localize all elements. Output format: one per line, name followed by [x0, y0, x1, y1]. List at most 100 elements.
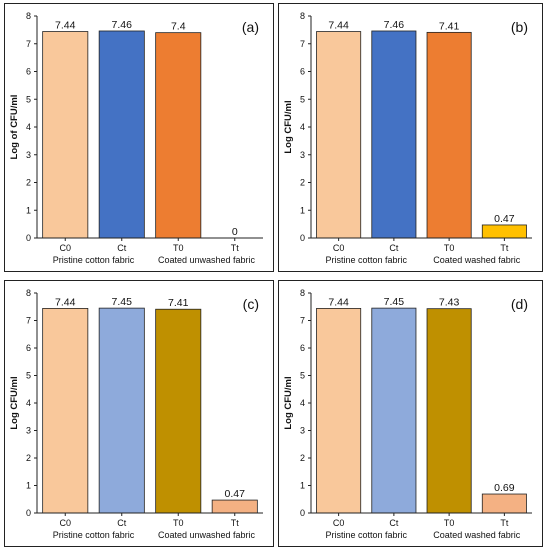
- y-tick-label: 3: [300, 150, 305, 160]
- y-tick-label: 7: [300, 316, 305, 326]
- y-axis-label: Log CFU/ml: [283, 100, 294, 153]
- chart-panel-a: 0 1 2 3 4 5 6 7 8 Log of CFU/ml 7.44 C0 7.46 Ct 7.4 T0 0…: [4, 3, 274, 272]
- bar-t0: [426, 31, 472, 239]
- y-tick-label: 8: [300, 11, 305, 21]
- bar-chart-b: 0 1 2 3 4 5 6 7 8 Log CFU/ml 7.44 C0 7.46 Ct 7.41 T0 0.4…: [283, 11, 532, 265]
- bar-value-label: 0.69: [494, 482, 515, 494]
- x-tick-label: Ct: [389, 518, 398, 528]
- y-tick-label: 4: [26, 398, 31, 408]
- bar-t0: [155, 32, 202, 239]
- chart-panel-c: 0 1 2 3 4 5 6 7 8 Log CFU/ml 7.44 C0 7.45 Ct 7.41 T0 0.4…: [4, 280, 274, 547]
- y-tick-label: 5: [300, 371, 305, 381]
- x-tick-label: Tt: [231, 243, 239, 253]
- bar-value-label: 7.44: [328, 20, 349, 32]
- bar-value-label: 7.45: [112, 296, 133, 308]
- bar-value-label: 7.44: [55, 296, 76, 308]
- y-tick-label: 6: [300, 67, 305, 77]
- bar-value-label: 7.41: [168, 297, 189, 309]
- group-label: Pristine cotton fabric: [325, 530, 407, 540]
- x-tick-label: Tt: [500, 518, 508, 528]
- y-tick-label: 0: [300, 508, 305, 518]
- bar-ct: [98, 307, 145, 514]
- bar-chart-c: 0 1 2 3 4 5 6 7 8 Log CFU/ml 7.44 C0 7.45 Ct 7.41 T0 0.4…: [9, 288, 263, 540]
- x-tick-label: Tt: [231, 518, 239, 528]
- x-tick-label: T0: [444, 518, 455, 528]
- y-tick-label: 6: [26, 67, 31, 77]
- y-tick-label: 4: [300, 122, 305, 132]
- bar-tt: [211, 499, 258, 514]
- panel-label: (d): [511, 296, 528, 312]
- bar-c0: [316, 31, 362, 239]
- x-tick-label: C0: [333, 243, 345, 253]
- bar-chart-d: 0 1 2 3 4 5 6 7 8 Log CFU/ml 7.44 C0 7.45 Ct 7.43 T0 0.6…: [283, 288, 532, 540]
- bar-c0: [42, 31, 89, 239]
- panel-label: (c): [243, 296, 259, 312]
- group-label: Coated washed fabric: [433, 255, 521, 265]
- bar-c0: [316, 307, 362, 514]
- x-tick-label: Ct: [117, 518, 126, 528]
- y-tick-label: 0: [26, 508, 31, 518]
- y-tick-label: 1: [300, 481, 305, 491]
- bar-t0: [426, 308, 472, 514]
- bar-value-label: 7.41: [439, 20, 460, 32]
- bar-value-label: 7.44: [328, 296, 349, 308]
- y-tick-label: 3: [26, 426, 31, 436]
- x-tick-label: Ct: [389, 243, 398, 253]
- bar-c0: [42, 307, 89, 514]
- group-label: Pristine cotton fabric: [325, 255, 407, 265]
- x-tick-label: T0: [173, 243, 184, 253]
- bar-value-label: 7.44: [55, 20, 76, 32]
- y-tick-label: 2: [300, 453, 305, 463]
- group-label: Coated unwashed fabric: [158, 530, 256, 540]
- bar-value-label: 7.46: [112, 19, 133, 31]
- bar-value-label: 7.45: [384, 296, 405, 308]
- x-tick-label: C0: [59, 243, 71, 253]
- y-tick-label: 7: [300, 39, 305, 49]
- y-tick-label: 1: [300, 205, 305, 215]
- bar-value-label: 0: [232, 226, 238, 238]
- y-tick-label: 8: [26, 288, 31, 298]
- y-tick-label: 4: [300, 398, 305, 408]
- y-tick-label: 5: [26, 94, 31, 104]
- y-tick-label: 2: [26, 178, 31, 188]
- y-tick-label: 2: [300, 178, 305, 188]
- y-tick-label: 3: [26, 150, 31, 160]
- y-tick-label: 1: [26, 481, 31, 491]
- y-tick-label: 4: [26, 122, 31, 132]
- x-tick-label: T0: [173, 518, 184, 528]
- y-tick-label: 8: [26, 11, 31, 21]
- bar-value-label: 7.4: [171, 21, 186, 33]
- y-tick-label: 5: [26, 371, 31, 381]
- bar-chart-a: 0 1 2 3 4 5 6 7 8 Log of CFU/ml 7.44 C0 7.46 Ct 7.4 T0 0…: [9, 11, 263, 265]
- y-tick-label: 3: [300, 426, 305, 436]
- y-tick-label: 8: [300, 288, 305, 298]
- y-tick-label: 6: [26, 343, 31, 353]
- chart-panel-b: 0 1 2 3 4 5 6 7 8 Log CFU/ml 7.44 C0 7.46 Ct 7.41 T0 0.4…: [278, 3, 543, 272]
- bar-tt: [481, 224, 527, 239]
- x-tick-label: C0: [59, 518, 71, 528]
- bar-tt: [481, 493, 527, 514]
- bar-value-label: 0.47: [494, 213, 515, 225]
- panel-label: (a): [242, 19, 259, 35]
- y-axis-label: Log of CFU/ml: [9, 95, 20, 160]
- y-tick-label: 0: [26, 233, 31, 243]
- x-tick-label: Ct: [117, 243, 126, 253]
- group-label: Pristine cotton fabric: [53, 530, 135, 540]
- y-tick-label: 0: [300, 233, 305, 243]
- bar-value-label: 0.47: [225, 488, 246, 500]
- x-tick-label: Tt: [500, 243, 508, 253]
- y-axis-label: Log CFU/ml: [283, 376, 294, 429]
- y-tick-label: 5: [300, 94, 305, 104]
- bar-ct: [371, 307, 417, 514]
- panel-label: (b): [511, 19, 528, 35]
- x-tick-label: C0: [333, 518, 345, 528]
- y-tick-label: 6: [300, 343, 305, 353]
- y-tick-label: 7: [26, 39, 31, 49]
- group-label: Coated washed fabric: [433, 530, 521, 540]
- chart-panel-d: 0 1 2 3 4 5 6 7 8 Log CFU/ml 7.44 C0 7.45 Ct 7.43 T0 0.6…: [278, 280, 543, 547]
- y-tick-label: 1: [26, 205, 31, 215]
- group-label: Coated unwashed fabric: [158, 255, 256, 265]
- bar-value-label: 7.43: [439, 297, 460, 309]
- y-tick-label: 7: [26, 316, 31, 326]
- y-tick-label: 2: [26, 453, 31, 463]
